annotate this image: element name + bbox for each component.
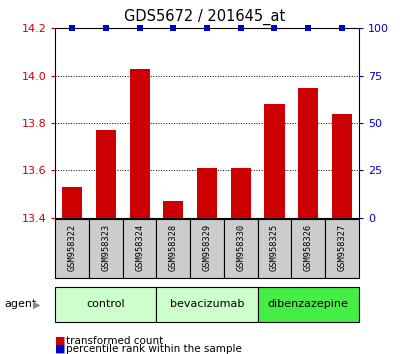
Text: agent: agent: [4, 299, 36, 309]
Bar: [297, 87, 317, 218]
Bar: [96, 130, 116, 218]
Text: GSM958330: GSM958330: [236, 224, 245, 271]
Bar: [163, 201, 183, 218]
Bar: [331, 114, 351, 218]
Text: ■: ■: [55, 336, 66, 346]
Bar: [223, 219, 257, 278]
Text: transformed count: transformed count: [65, 336, 162, 346]
Text: GSM958324: GSM958324: [135, 224, 144, 271]
Bar: [55, 219, 89, 278]
Bar: [257, 219, 291, 278]
Bar: [324, 219, 358, 278]
Text: GSM958329: GSM958329: [202, 224, 211, 271]
Bar: [89, 219, 122, 278]
Bar: [257, 287, 358, 322]
Text: GSM958325: GSM958325: [269, 224, 278, 271]
Text: GDS5672 / 201645_at: GDS5672 / 201645_at: [124, 9, 285, 25]
Bar: [291, 219, 324, 278]
Text: bevacizumab: bevacizumab: [169, 299, 244, 309]
Text: percentile rank within the sample: percentile rank within the sample: [65, 344, 241, 354]
Bar: [190, 219, 223, 278]
Text: dibenzazepine: dibenzazepine: [267, 299, 348, 309]
Text: ▶: ▶: [33, 299, 40, 309]
Bar: [55, 287, 156, 322]
Bar: [156, 219, 190, 278]
Text: control: control: [86, 299, 125, 309]
Bar: [196, 168, 217, 218]
Bar: [129, 69, 149, 218]
Bar: [156, 287, 257, 322]
Text: GSM958327: GSM958327: [337, 224, 346, 271]
Text: GSM958323: GSM958323: [101, 224, 110, 271]
Bar: [122, 219, 156, 278]
Bar: [264, 104, 284, 218]
Text: GSM958322: GSM958322: [67, 224, 76, 271]
Text: GSM958328: GSM958328: [169, 224, 178, 271]
Bar: [62, 187, 82, 218]
Text: GSM958326: GSM958326: [303, 224, 312, 271]
Bar: [230, 168, 250, 218]
Text: ■: ■: [55, 344, 66, 354]
